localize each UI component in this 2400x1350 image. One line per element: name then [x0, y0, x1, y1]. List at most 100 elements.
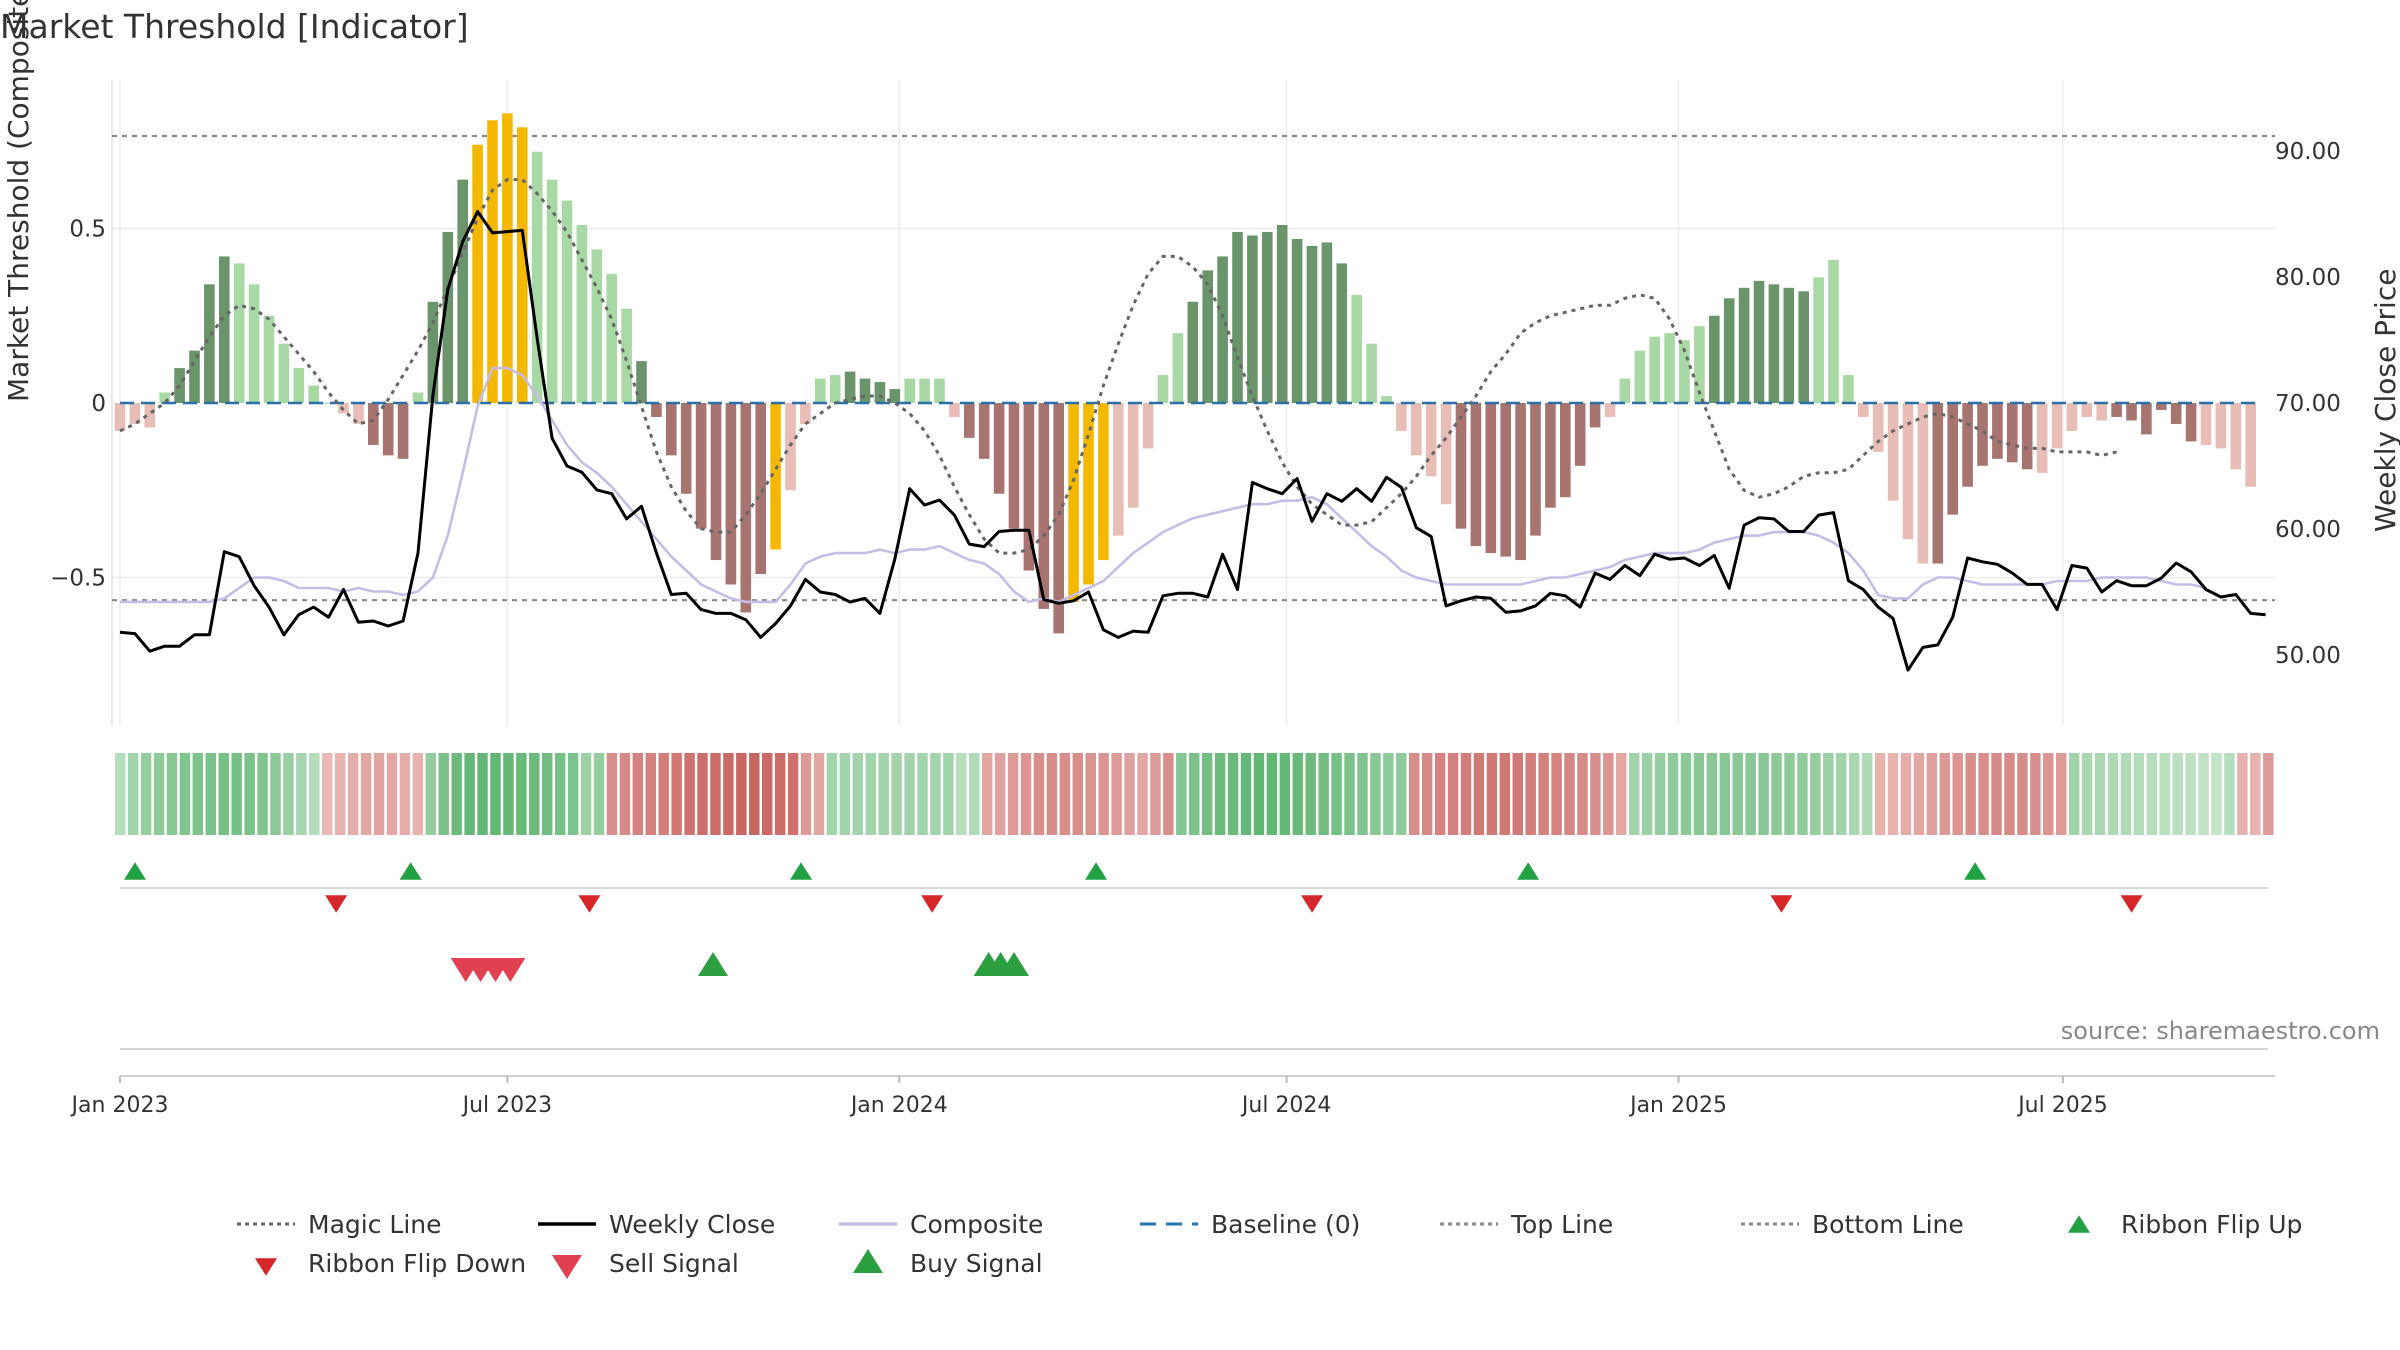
hist-bar [114, 403, 126, 431]
left-tick-label: 0.5 [69, 217, 106, 243]
hist-bar [636, 361, 647, 403]
hist-bar [919, 378, 930, 403]
hist-bar [2185, 403, 2197, 442]
legend-label: Weekly Close [609, 1210, 775, 1239]
ribbon-flip-up-marker [399, 862, 422, 880]
hist-bar [666, 403, 677, 456]
ribbon-cell [231, 753, 242, 835]
ribbon-cell [1124, 753, 1135, 835]
hist-bar [993, 403, 1005, 494]
ribbon-cell [1706, 753, 1718, 835]
legend-item: Top Line [1440, 1210, 1613, 1239]
ribbon-cell [1512, 753, 1523, 835]
ribbon-cell [1939, 753, 1950, 835]
ribbon-cell [1952, 753, 1963, 835]
left-tick-label: −0.5 [50, 566, 106, 592]
ribbon-cell [787, 753, 799, 835]
ribbon-cell [1758, 753, 1769, 835]
hist-bar [680, 403, 692, 494]
hist-bar [1291, 238, 1303, 403]
ribbon-flip-up-marker [1517, 862, 1540, 880]
hist-bar [1142, 403, 1154, 449]
ribbon-cell [1473, 753, 1485, 835]
hist-bar [2215, 403, 2227, 449]
ribbon-cell [1836, 753, 1847, 835]
ribbon-cell [1434, 753, 1446, 835]
source-note: source: sharemaestro.com [2061, 1017, 2380, 1045]
hist-bar [487, 120, 498, 403]
hist-bar [159, 392, 170, 403]
ribbon-cell [1745, 753, 1756, 835]
hist-bar [740, 403, 752, 613]
ribbon-cell [244, 753, 255, 835]
legend-item: Magic Line [237, 1210, 442, 1239]
ribbon-cell [2133, 753, 2145, 835]
hist-bar [1127, 403, 1139, 508]
legend-swatch [853, 1249, 883, 1273]
hist-bar [308, 385, 319, 403]
hist-bar [1068, 403, 1079, 602]
ribbon-cell [2043, 753, 2054, 835]
ribbon-cell [1214, 753, 1226, 835]
ribbon-cell [567, 753, 579, 835]
ribbon-cell [2081, 753, 2093, 835]
hist-bar [1366, 343, 1377, 403]
hist-bar [233, 263, 245, 403]
ribbon-cell [619, 753, 631, 835]
hist-bar [2007, 403, 2018, 463]
hist-bar [1917, 403, 1929, 564]
hist-bar [1172, 333, 1184, 403]
x-tick-label: Jan 2025 [1628, 1093, 1727, 1118]
hist-bar [1515, 403, 1526, 561]
hist-bar [889, 389, 901, 403]
hist-bar [800, 403, 811, 424]
right-tick-label: 70.00 [2275, 391, 2341, 417]
hist-bar [964, 403, 975, 438]
ribbon-cell [2198, 753, 2209, 835]
hist-bar [621, 308, 632, 403]
ribbon-cell [710, 753, 721, 835]
ribbon-cell [115, 753, 126, 835]
hist-bar [1619, 378, 1631, 403]
hist-bar [353, 403, 364, 424]
ribbon-cell [723, 753, 734, 835]
hist-bar [2111, 403, 2122, 417]
hist-bar [2036, 403, 2048, 473]
ribbon-cell [1861, 753, 1873, 835]
ribbon-cell [1059, 753, 1071, 835]
ribbon-cell [1784, 753, 1795, 835]
ribbon-cell [309, 753, 320, 835]
ribbon-cell [1616, 753, 1627, 835]
ribbon-cell [1227, 753, 1239, 835]
legend-item: Bottom Line [1741, 1210, 1964, 1239]
left-tick-label: 0 [91, 391, 106, 417]
hist-bar [1649, 336, 1660, 403]
y-axis-right-label: Weekly Close Price [2369, 269, 2400, 532]
legend-swatch [2068, 1215, 2090, 1233]
ribbon-cell [956, 753, 967, 835]
ribbon-cell [257, 753, 268, 835]
hist-bar [829, 375, 841, 403]
ribbon-cell [2056, 753, 2067, 835]
hist-bar [1381, 396, 1392, 403]
ribbon-cell [2120, 753, 2132, 835]
hist-bar [1709, 315, 1720, 403]
hist-bar [1545, 403, 1556, 508]
ribbon-cell [334, 753, 346, 835]
hist-bar [1083, 403, 1094, 585]
hist-bar [815, 378, 826, 403]
ribbon-cell [2159, 753, 2170, 835]
ribbon-cell [969, 753, 980, 835]
hist-bar [517, 127, 528, 403]
ribbon-cell [1331, 753, 1342, 835]
legend-item: Composite [839, 1210, 1043, 1239]
ribbon-cell [865, 753, 876, 835]
legend-label: Top Line [1510, 1210, 1613, 1239]
legend-label: Sell Signal [609, 1249, 739, 1278]
hist-bar [442, 231, 454, 403]
ribbon-cell [1810, 753, 1821, 835]
ribbon-cell [762, 753, 773, 835]
hist-bar [591, 249, 603, 403]
ribbon-cell [1072, 753, 1084, 835]
ribbon-cell [1150, 753, 1161, 835]
